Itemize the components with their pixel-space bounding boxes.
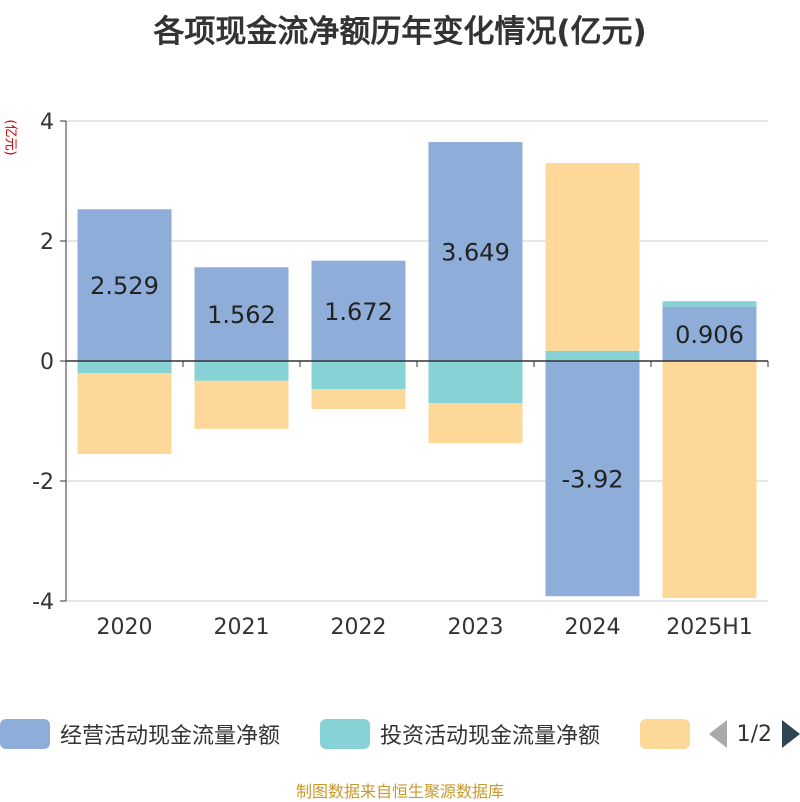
bar-series-0 [428, 142, 523, 361]
data-label: 3.649 [441, 239, 510, 267]
data-label: 2.529 [90, 272, 159, 300]
legend: 经营活动现金流量净额 投资活动现金流量净额 [0, 714, 800, 754]
data-label: -3.92 [561, 466, 623, 494]
pager-next-icon[interactable] [782, 720, 800, 748]
bar-series-0 [77, 209, 172, 361]
pager-prev-icon[interactable] [708, 720, 727, 748]
data-label: 1.672 [324, 298, 393, 326]
legend-item-investing[interactable]: 投资活动现金流量净额 [320, 714, 600, 754]
source-note: 制图数据来自恒生聚源数据库 [295, 782, 504, 801]
x-tick-label: 2025H1 [666, 615, 753, 640]
x-tick-label: 2021 [214, 615, 270, 640]
y-tick-label: 4 [40, 110, 54, 135]
bar-series-1 [545, 350, 640, 361]
bar-series-1 [662, 301, 757, 307]
bar-series-2 [77, 373, 172, 454]
chart-plot: 4 2 0 -2 -4 2.529 1.562 1.672 3.649 -3.92 0.906 202… [32, 110, 769, 640]
bar-series-1 [77, 361, 172, 373]
bar-series-1 [428, 361, 523, 403]
x-tick-label: 2020 [97, 615, 153, 640]
x-tick-label: 2023 [448, 615, 504, 640]
bar-series-0 [545, 361, 640, 597]
legend-label-operating: 经营活动现金流量净额 [60, 724, 281, 749]
x-tick-label: 2024 [565, 615, 621, 640]
bar-series-1 [194, 361, 289, 381]
y-tick-label: -2 [32, 470, 54, 495]
legend-item-financing[interactable] [640, 714, 700, 754]
bar-series-0 [311, 260, 406, 361]
legend-item-operating[interactable]: 经营活动现金流量净额 [0, 714, 280, 754]
legend-label-investing: 投资活动现金流量净额 [380, 724, 601, 749]
legend-swatch-financing [640, 719, 690, 749]
y-tick-label: -4 [32, 590, 54, 615]
x-tick-label: 2022 [331, 615, 387, 640]
legend-pager: 1/2 [708, 718, 800, 750]
bar-series-0 [194, 267, 289, 361]
bar-series-2 [194, 380, 289, 429]
data-label: 0.906 [675, 321, 744, 349]
y-tick-label: 2 [40, 230, 54, 255]
bar-series-2 [311, 389, 406, 409]
data-label: 1.562 [207, 301, 276, 329]
pager-text: 1/2 [736, 721, 772, 747]
bar-series-2 [662, 361, 757, 598]
bar-series-2 [545, 163, 640, 351]
bar-series-2 [428, 403, 523, 444]
y-tick-label: 0 [40, 350, 54, 375]
legend-swatch-operating [0, 719, 50, 749]
bar-series-1 [311, 361, 406, 390]
legend-swatch-investing [320, 719, 370, 749]
bar-series-0 [662, 306, 757, 361]
chart-title: 各项现金流净额历年变化情况(亿元) [153, 14, 647, 50]
